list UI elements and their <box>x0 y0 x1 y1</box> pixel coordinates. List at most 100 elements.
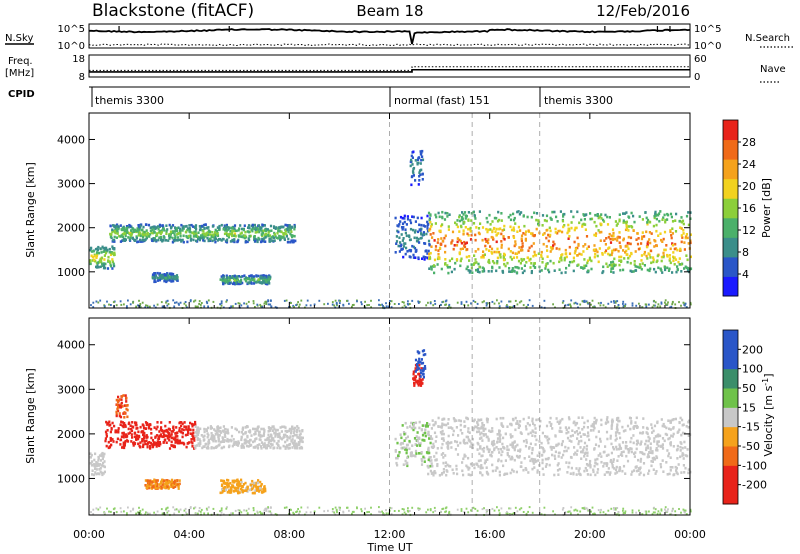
velocity-cell-1-293 <box>184 433 187 437</box>
power-cell-6-10 <box>549 229 552 233</box>
velocity-cell-1-144 <box>193 435 196 438</box>
power-near-range-171 <box>594 306 596 309</box>
power-near-range-368 <box>348 302 350 305</box>
power-cell-6-240 <box>427 211 431 215</box>
velocity-cell-3-253 <box>226 431 229 435</box>
power-cell-6-580 <box>531 234 534 237</box>
power-cell-6-649 <box>618 213 621 216</box>
power-cell-6-340 <box>553 210 556 214</box>
power-cell-5-24 <box>409 164 412 168</box>
velocity-cell-9-64 <box>454 440 457 443</box>
power-cell-6-282 <box>626 260 629 264</box>
power-cell-6-184 <box>502 228 506 231</box>
power-cell-6-534 <box>521 271 524 275</box>
power-near-range-109 <box>189 299 192 302</box>
velocity-cell-9-173 <box>525 441 528 444</box>
velocity-cell-6-52 <box>410 426 413 430</box>
power-cell-1-192 <box>126 229 129 233</box>
power-cell-6-374 <box>670 234 673 237</box>
velocity-cell-9-672 <box>447 440 450 444</box>
power-near-range-77 <box>664 299 667 302</box>
power-cell-6-930 <box>532 242 535 245</box>
velocity-near-range-1 <box>177 509 180 512</box>
power-cell-6-134 <box>512 212 515 216</box>
power-cell-1-426 <box>290 226 294 229</box>
velocity-cell-3-341 <box>253 439 256 443</box>
velocity-cell-9-294 <box>647 472 650 475</box>
velocity-cell-1-173 <box>144 442 147 446</box>
power-cell-1-635 <box>286 228 289 231</box>
power-cell-6-416 <box>650 261 653 265</box>
power-cell-1-465 <box>286 225 290 229</box>
power-cell-4-91 <box>409 219 412 222</box>
power-near-range-215 <box>664 303 667 306</box>
velocity-cell-6-94 <box>405 451 408 455</box>
velocity-cell-1-108 <box>127 427 130 431</box>
power-cell-1-627 <box>214 228 217 232</box>
velocity-cell-0-13 <box>100 464 104 467</box>
velocity-cell-9-497 <box>585 444 589 448</box>
velocity-cell-9-562 <box>513 458 516 462</box>
power-cell-3-175 <box>235 276 238 280</box>
power-cell-0-48 <box>111 247 114 250</box>
velocity-cell-9-852 <box>578 472 581 476</box>
velocity-cell-3-212 <box>270 427 273 430</box>
power-cell-6-761 <box>611 267 615 270</box>
velocity-cell-9-200 <box>509 471 512 475</box>
power-near-range-265 <box>156 303 159 306</box>
velocity-cell-3-28 <box>301 436 304 440</box>
velocity-cell-3-149 <box>217 430 221 433</box>
velocity-cell-9-569 <box>679 449 682 452</box>
power-cell-6-871 <box>594 234 597 237</box>
power-cell-5-43 <box>410 154 413 158</box>
velocity-cell-9-23 <box>577 469 580 472</box>
velocity-near-range-141 <box>657 510 660 513</box>
velocity-cell-0-27 <box>98 472 101 476</box>
power-cell-6-244 <box>572 259 576 263</box>
velocity-cell-3-195 <box>296 425 299 428</box>
velocity-cell-9-732 <box>679 416 682 420</box>
power-cell-6-838 <box>652 256 655 259</box>
velocity-cell-4-106 <box>153 480 156 483</box>
velocity-near-range-87 <box>485 511 488 514</box>
power-cell-3-82 <box>237 282 240 286</box>
power-cell-6-775 <box>521 242 524 245</box>
power-near-range-238 <box>161 305 164 308</box>
velocity-cell-5-47 <box>251 479 254 483</box>
power-cell-4-60 <box>428 217 431 220</box>
velocity-cell-9-652 <box>611 420 614 423</box>
velocity-cell-3-239 <box>255 428 258 431</box>
velocity-cell-3-366 <box>277 433 280 437</box>
power-near-range-319 <box>481 301 484 304</box>
power-near-range-53 <box>570 305 572 308</box>
velocity-cell-3-335 <box>247 430 250 433</box>
velocity-cell-1-221 <box>139 445 142 449</box>
power-cell-1-260 <box>189 234 192 237</box>
velocity-cell-9-650 <box>497 459 500 463</box>
velocity-cell-9-636 <box>583 469 586 473</box>
power-cell-6-104 <box>583 258 586 261</box>
velocity-cell-3-224 <box>291 425 294 429</box>
power-near-range-104 <box>179 301 182 304</box>
power-cell-1-237 <box>268 234 272 237</box>
velocity-cell-4-116 <box>151 481 154 484</box>
velocity-cell-9-248 <box>532 430 535 434</box>
velocity-cell-9-43 <box>682 457 685 460</box>
nsky-frame <box>88 23 691 49</box>
velocity-cell-9-795 <box>493 448 496 452</box>
power-cell-1-511 <box>290 239 293 242</box>
velocity-cell-1-95 <box>163 433 166 437</box>
velocity-cell-9-879 <box>632 469 636 472</box>
power-cell-1-507 <box>194 226 197 229</box>
velocity-cell-9-302 <box>532 462 535 465</box>
power-cell-6-288 <box>618 231 621 234</box>
velocity-cell-1-101 <box>185 428 188 431</box>
power-cell-4-50 <box>401 222 405 225</box>
power-cell-3-166 <box>244 276 248 279</box>
velocity-cell-9-472 <box>538 464 541 467</box>
velocity-cell-3-13 <box>288 427 291 431</box>
velocity-cell-3-285 <box>292 431 295 434</box>
power-cell-1-524 <box>175 227 178 230</box>
velocity-cell-1-160 <box>170 430 173 433</box>
power-cell-6-925 <box>497 232 500 235</box>
